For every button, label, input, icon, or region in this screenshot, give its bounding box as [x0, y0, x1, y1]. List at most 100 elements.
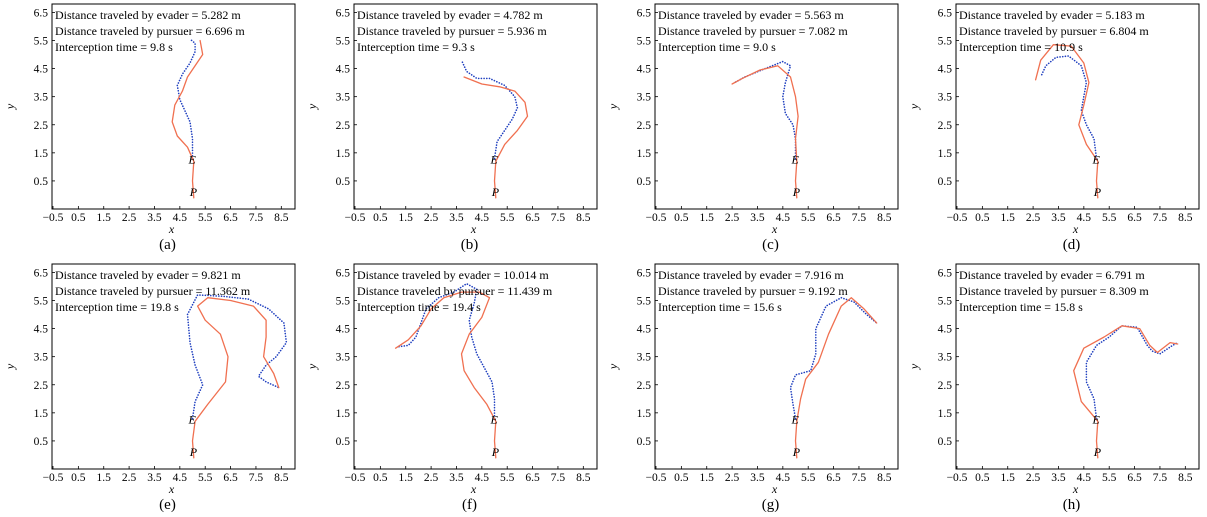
x-tick-label: 8.5	[576, 472, 591, 484]
x-tick-label: 1.5	[97, 472, 112, 484]
annotation-text: Interception time = 9.0 s	[658, 40, 776, 54]
panel-caption: (d)	[1063, 237, 1081, 253]
pursuer-start-label: P	[1093, 185, 1102, 199]
x-tick-label: 0.5	[71, 472, 86, 484]
x-tick-label: 6.5	[1127, 472, 1142, 484]
pursuer-start-label: P	[792, 185, 801, 199]
annotation-text: Interception time = 9.8 s	[55, 40, 173, 54]
y-tick-label: 5.5	[336, 296, 351, 308]
x-tick-label: 0.5	[975, 212, 990, 224]
y-tick-label: 6.5	[938, 7, 953, 19]
y-axis-label: y	[907, 363, 921, 370]
y-tick-label: 3.5	[938, 92, 953, 104]
panel-caption: (g)	[762, 497, 780, 513]
y-tick-label: 2.5	[336, 380, 351, 392]
x-tick-label: 0.5	[674, 472, 689, 484]
annotation-text: Interception time = 10.9 s	[959, 40, 1083, 54]
y-tick-label: 4.5	[637, 64, 652, 76]
y-tick-label: 2.5	[34, 120, 49, 132]
y-tick-label: 4.5	[336, 64, 351, 76]
x-tick-label: 8.5	[1178, 212, 1193, 224]
x-tick-label: 3.5	[147, 212, 162, 224]
x-tick-label: 1.5	[700, 212, 715, 224]
x-tick-label: −0.5	[345, 212, 366, 224]
plot-frame	[353, 263, 598, 470]
y-tick-label: 6.5	[938, 267, 953, 279]
x-axis-label: x	[168, 222, 175, 236]
y-tick-label: 1.5	[336, 408, 351, 420]
annotation-text: Distance traveled by evader = 7.916 m	[658, 268, 844, 282]
x-tick-label: 2.5	[122, 212, 137, 224]
x-tick-label: 8.5	[1178, 472, 1193, 484]
y-axis-label: y	[606, 103, 620, 110]
panel-caption: (b)	[461, 237, 479, 253]
y-tick-label: 2.5	[637, 120, 652, 132]
x-tick-label: 6.5	[1127, 212, 1142, 224]
x-axis-label: x	[1072, 222, 1079, 236]
y-tick-label: 4.5	[34, 64, 49, 76]
annotation-text: Distance traveled by pursuer = 11.362 m	[55, 284, 251, 298]
x-tick-label: −0.5	[646, 472, 667, 484]
y-tick-label: 1.5	[336, 148, 351, 160]
x-tick-label: 7.5	[1153, 472, 1168, 484]
x-tick-label: 6.5	[826, 212, 841, 224]
evader-start-label: E	[188, 412, 197, 426]
y-axis-label: y	[606, 363, 620, 370]
y-tick-label: 3.5	[938, 352, 953, 364]
x-tick-label: −0.5	[345, 472, 366, 484]
x-tick-label: 6.5	[223, 472, 238, 484]
x-tick-label: 8.5	[274, 472, 289, 484]
chart-panel: −0.5 0.5 1.5 2.5 3.5 4.5 5.5 6.5 7.5 8.5 0.5 1.5 2.5…	[305, 263, 598, 513]
x-tick-label: 7.5	[852, 472, 867, 484]
x-tick-label: 5.5	[500, 212, 515, 224]
y-tick-label: 2.5	[938, 120, 953, 132]
evader-trajectory	[397, 282, 496, 420]
x-tick-label: 7.5	[551, 472, 566, 484]
y-tick-label: 5.5	[938, 36, 953, 48]
x-tick-label: 3.5	[750, 212, 765, 224]
panel-caption: (c)	[762, 237, 779, 253]
chart-panel: −0.5 0.5 1.5 2.5 3.5 4.5 5.5 6.5 7.5 8.5 0.5 1.5 2.5…	[3, 3, 296, 253]
y-tick-label: 5.5	[336, 36, 351, 48]
x-tick-label: 7.5	[249, 212, 264, 224]
x-tick-label: 6.5	[525, 212, 540, 224]
annotation-text: Distance traveled by pursuer = 8.309 m	[959, 284, 1149, 298]
x-tick-label: 4.5	[1077, 212, 1092, 224]
y-tick-label: 0.5	[938, 436, 953, 448]
x-tick-label: 0.5	[975, 472, 990, 484]
x-tick-label: 5.5	[801, 212, 816, 224]
x-tick-label: 1.5	[399, 472, 414, 484]
chart-panel: −0.5 0.5 1.5 2.5 3.5 4.5 5.5 6.5 7.5 8.5 0.5 1.5 2.5…	[907, 263, 1200, 513]
x-axis-label: x	[470, 222, 477, 236]
plot-frame	[955, 263, 1200, 470]
x-tick-label: 7.5	[249, 472, 264, 484]
pursuer-start-label: P	[1093, 445, 1102, 459]
y-tick-label: 3.5	[34, 92, 49, 104]
annotation-text: Distance traveled by pursuer = 5.936 m	[357, 24, 547, 38]
pursuer-trajectory	[171, 39, 204, 199]
pursuer-start-label: P	[189, 185, 198, 199]
y-tick-label: 0.5	[637, 436, 652, 448]
annotation-text: Distance traveled by pursuer = 9.192 m	[658, 284, 848, 298]
y-tick-label: 6.5	[637, 7, 652, 19]
x-tick-label: 0.5	[71, 212, 86, 224]
y-tick-label: 0.5	[637, 176, 652, 188]
pursuer-start-label: P	[189, 445, 198, 459]
chart-panel: −0.5 0.5 1.5 2.5 3.5 4.5 5.5 6.5 7.5 8.5 0.5 1.5 2.5…	[606, 3, 899, 253]
x-tick-label: 4.5	[776, 472, 791, 484]
annotation-text: Distance traveled by evader = 9.821 m	[55, 268, 241, 282]
annotation-text: Interception time = 9.3 s	[357, 40, 475, 54]
y-tick-label: 4.5	[637, 324, 652, 336]
x-tick-label: 1.5	[97, 212, 112, 224]
x-tick-label: 0.5	[373, 212, 388, 224]
x-tick-label: 4.5	[173, 212, 188, 224]
x-tick-label: 7.5	[551, 212, 566, 224]
x-tick-label: 5.5	[1102, 212, 1117, 224]
x-tick-label: 0.5	[373, 472, 388, 484]
y-tick-label: 1.5	[938, 148, 953, 160]
pursuer-start-label: P	[792, 445, 801, 459]
x-tick-label: 3.5	[1051, 472, 1066, 484]
annotation-text: Distance traveled by pursuer = 6.696 m	[55, 24, 245, 38]
y-tick-label: 3.5	[637, 92, 652, 104]
